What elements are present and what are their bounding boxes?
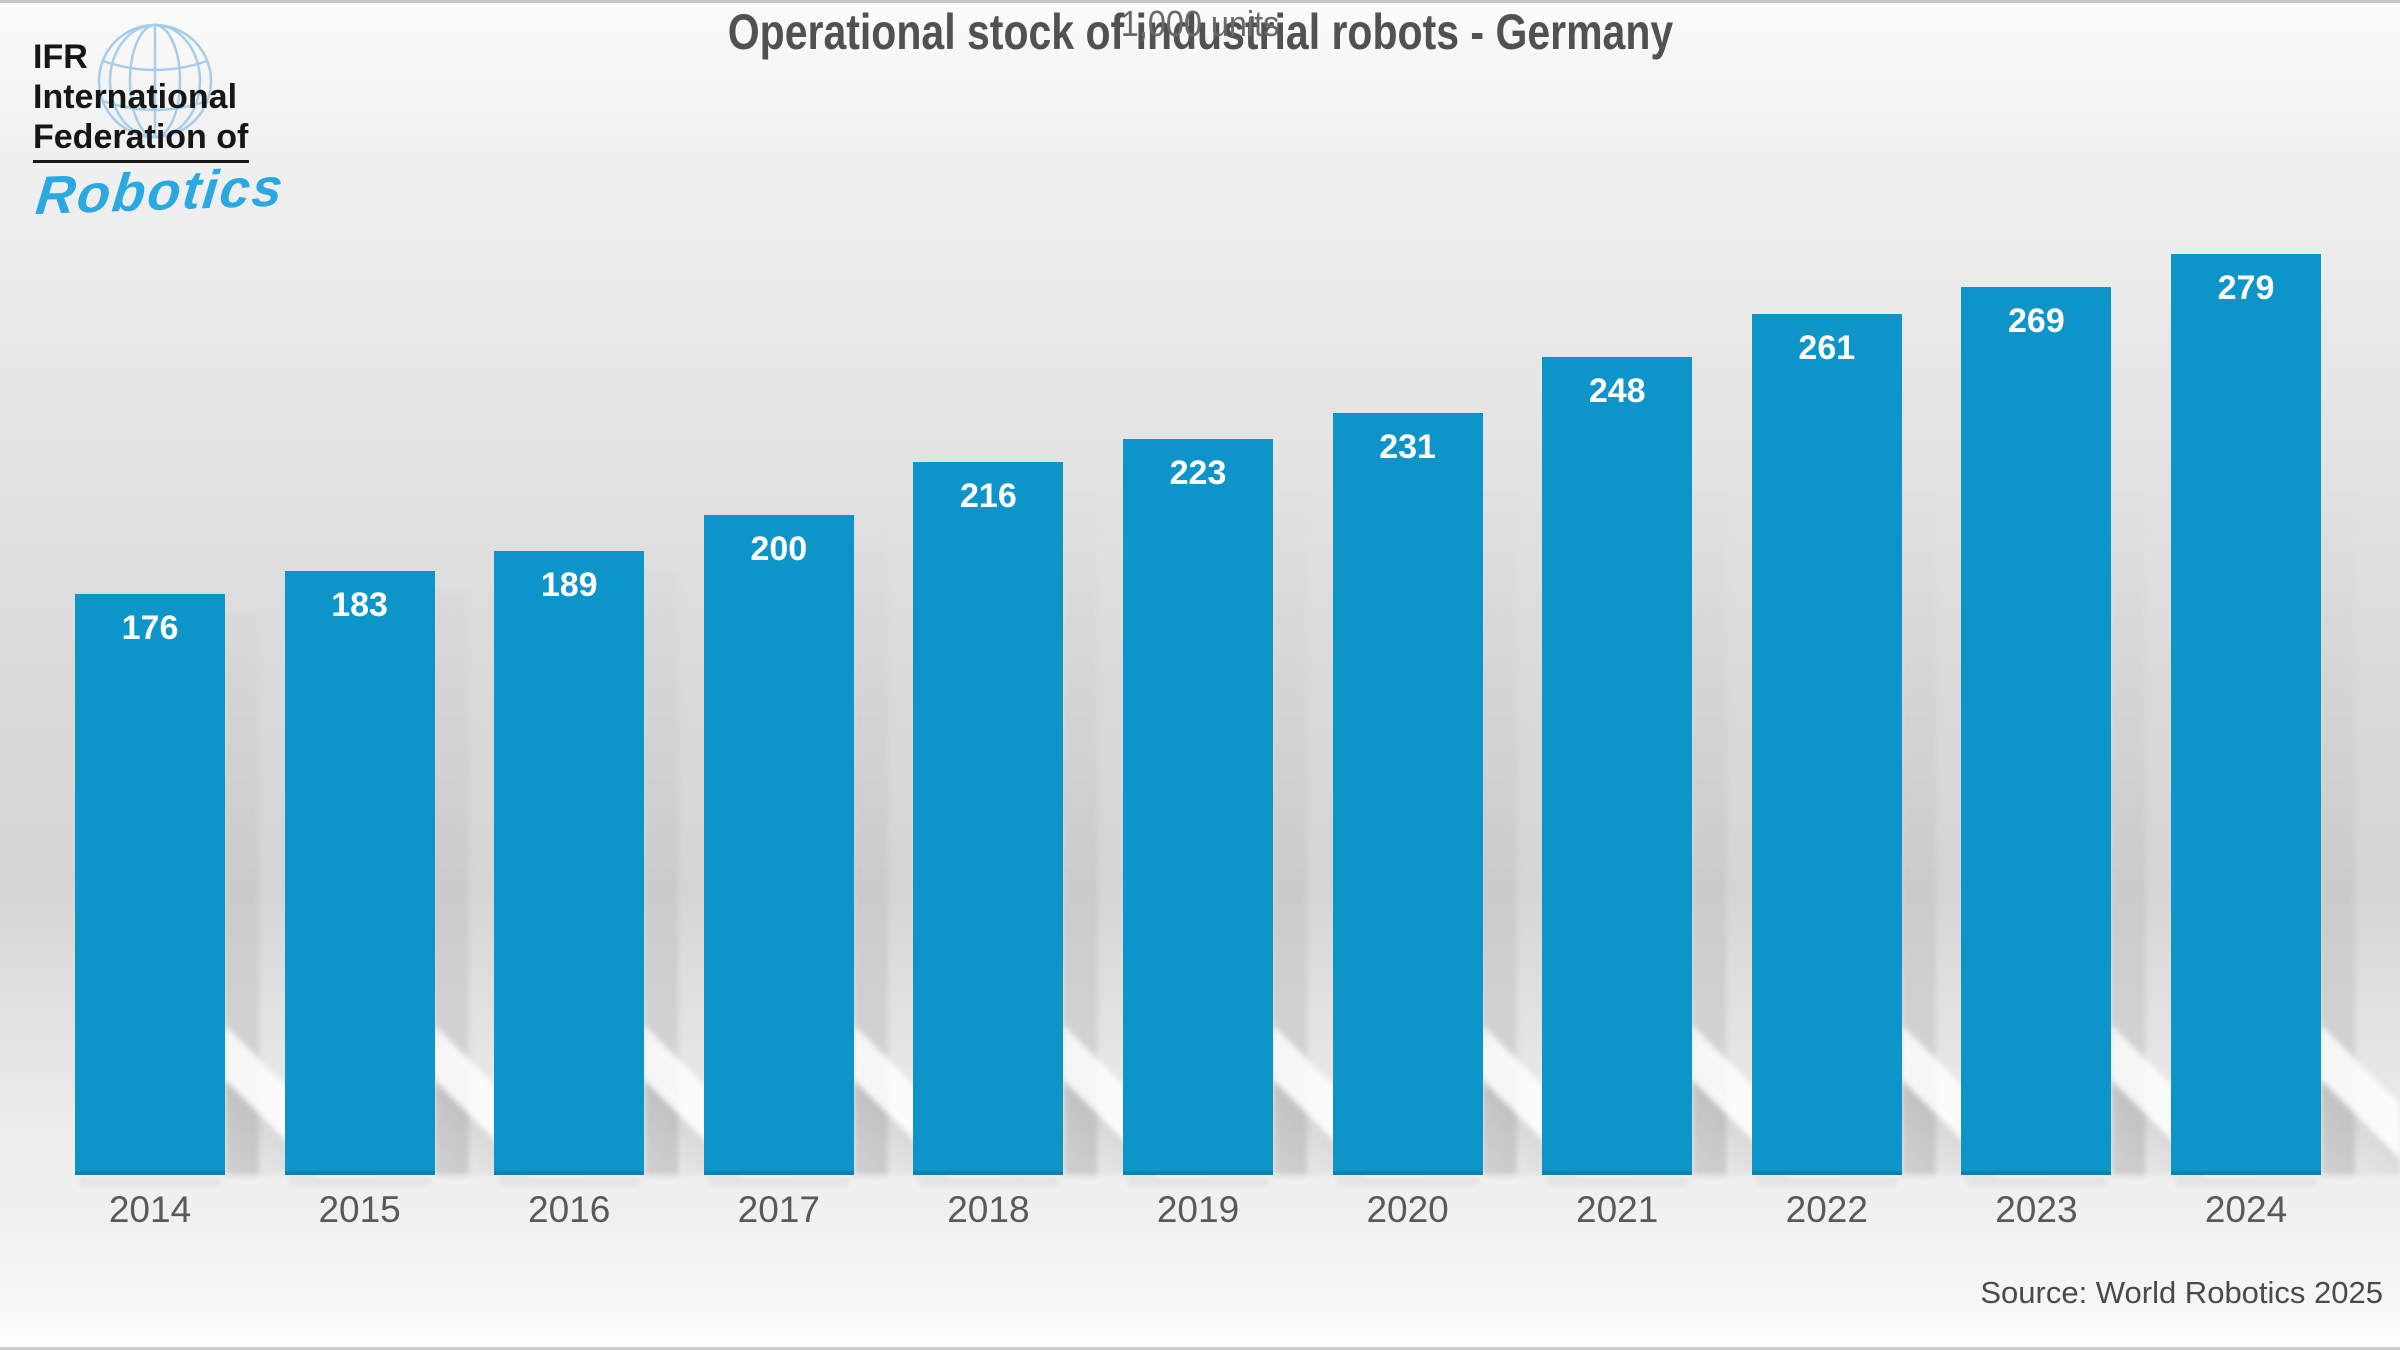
bar-value-label: 248 <box>1588 372 1646 410</box>
bar-2014: 176 <box>75 594 225 1175</box>
x-axis-label-2019: 2019 <box>1156 1189 1240 1230</box>
bar-value-label: 189 <box>540 566 598 604</box>
x-axis-label-2021: 2021 <box>1576 1189 1659 1230</box>
globe-icon <box>97 23 213 139</box>
bar-value-label: 223 <box>1169 454 1227 492</box>
bar-value-label: 200 <box>750 530 808 568</box>
x-axis-label-2014: 2014 <box>108 1189 192 1230</box>
bar-value-label: 216 <box>960 477 1017 515</box>
bar-2016: 189 <box>494 551 645 1175</box>
source-note: Source: World Robotics 2025 <box>1980 1275 2383 1310</box>
logo-line-federation: Federation of <box>33 118 249 156</box>
x-axis-label-2015: 2015 <box>318 1189 401 1230</box>
x-axis-label-2024: 2024 <box>2204 1189 2288 1230</box>
bar-2021: 248 <box>1542 357 1693 1175</box>
logo-robotics-script: Robotics <box>33 157 288 227</box>
x-axis-label-2016: 2016 <box>528 1189 611 1230</box>
bar-2020: 231 <box>1332 413 1483 1175</box>
x-axis-label-2020: 2020 <box>1366 1189 1449 1230</box>
bar-2018: 216 <box>913 462 1064 1175</box>
bar-value-label: 279 <box>2217 269 2275 307</box>
x-axis-label-2022: 2022 <box>1785 1189 1868 1230</box>
bar-value-label: 269 <box>2008 302 2065 340</box>
bar-2019: 223 <box>1123 439 1273 1175</box>
x-axis-label-2023: 2023 <box>1995 1189 2078 1230</box>
ifr-logo: IFR International Federation of Robotics <box>33 23 353 237</box>
bar-2023: 269 <box>1961 287 2112 1175</box>
bar-2024: 279 <box>2171 254 2321 1175</box>
bar-value-label: 176 <box>121 609 179 647</box>
chart-title: Operational stock of industrial robots -… <box>727 4 1673 60</box>
logo-line-international: International <box>33 78 238 116</box>
bar-value-label: 231 <box>1379 428 1436 466</box>
logo-line-ifr: IFR <box>33 38 88 76</box>
logo-underline <box>33 160 249 163</box>
chart-unit-subtitle: 1,000 units <box>1120 3 1280 44</box>
bar-2015: 183 <box>284 571 435 1175</box>
bars-layer: 176 2014 183 2015 189 2016 200 2017 216 2018 223 20… <box>0 3 2400 1347</box>
x-axis-label-2017: 2017 <box>737 1189 820 1230</box>
bar-value-label: 261 <box>1798 329 1856 367</box>
x-axis-label-2018: 2018 <box>947 1189 1030 1230</box>
bar-2017: 200 <box>703 515 854 1175</box>
bar-value-label: 183 <box>331 586 388 624</box>
bar-2022: 261 <box>1751 314 1902 1175</box>
